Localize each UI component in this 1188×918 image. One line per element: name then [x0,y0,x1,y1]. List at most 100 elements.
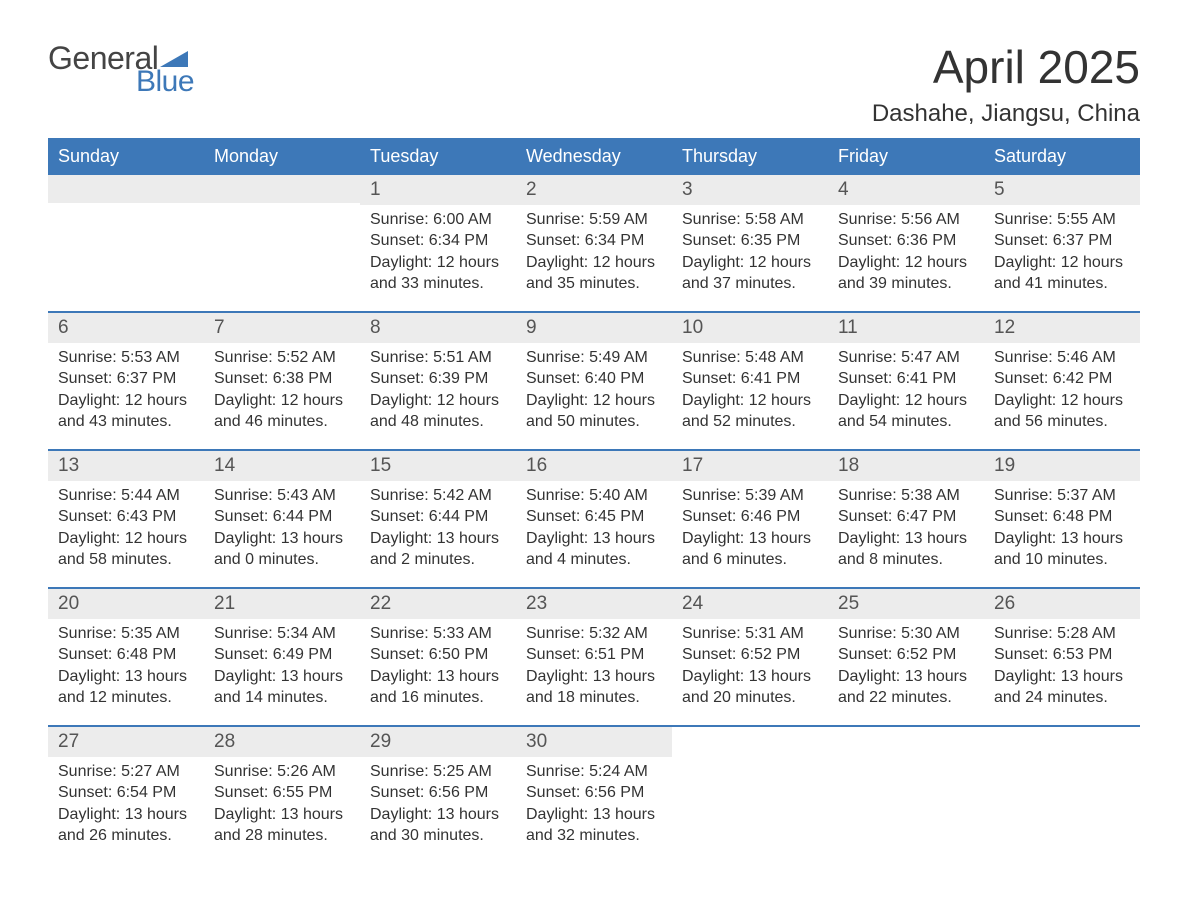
daylight-line: Daylight: 12 hours and 58 minutes. [58,528,194,571]
sunrise-line: Sunrise: 5:38 AM [838,485,974,507]
location-subtitle: Dashahe, Jiangsu, China [872,100,1140,128]
calendar-day-cell: 11Sunrise: 5:47 AMSunset: 6:41 PMDayligh… [828,313,984,449]
day-details: Sunrise: 5:32 AMSunset: 6:51 PMDaylight:… [516,619,672,725]
sunrise-line: Sunrise: 5:46 AM [994,347,1130,369]
day-details: Sunrise: 5:31 AMSunset: 6:52 PMDaylight:… [672,619,828,725]
calendar-day-cell: 3Sunrise: 5:58 AMSunset: 6:35 PMDaylight… [672,175,828,311]
sunrise-line: Sunrise: 5:42 AM [370,485,506,507]
daylight-line: Daylight: 13 hours and 20 minutes. [682,666,818,709]
sunset-line: Sunset: 6:44 PM [214,506,350,528]
sunrise-line: Sunrise: 5:40 AM [526,485,662,507]
day-details: Sunrise: 5:58 AMSunset: 6:35 PMDaylight:… [672,205,828,311]
day-details: Sunrise: 5:52 AMSunset: 6:38 PMDaylight:… [204,343,360,449]
calendar-day-cell: 6 Sunrise: 5:53 AMSunset: 6:37 PMDaylight… [48,313,204,449]
day-details: Sunrise: 6:00 AMSunset: 6:34 PMDaylight:… [360,205,516,311]
sunset-line: Sunset: 6:34 PM [526,230,662,252]
daylight-line: Daylight: 12 hours and 39 minutes. [838,252,974,295]
sunrise-line: Sunrise: 5:31 AM [682,623,818,645]
sunset-line: Sunset: 6:37 PM [58,368,194,390]
sunrise-line: Sunrise: 5:33 AM [370,623,506,645]
empty-day-bar [48,175,204,203]
day-details: Sunrise: 5:33 AMSunset: 6:50 PMDaylight:… [360,619,516,725]
sunset-line: Sunset: 6:56 PM [526,782,662,804]
sunrise-line: Sunrise: 5:49 AM [526,347,662,369]
sunset-line: Sunset: 6:35 PM [682,230,818,252]
sunrise-line: Sunrise: 5:52 AM [214,347,350,369]
sunrise-line: Sunrise: 5:58 AM [682,209,818,231]
sunset-line: Sunset: 6:49 PM [214,644,350,666]
calendar-day-cell: 22Sunrise: 5:33 AMSunset: 6:50 PMDayligh… [360,589,516,725]
sunset-line: Sunset: 6:38 PM [214,368,350,390]
sunrise-line: Sunrise: 5:53 AM [58,347,194,369]
day-number: 20 [48,589,204,619]
day-number: 17 [672,451,828,481]
sunrise-line: Sunrise: 5:25 AM [370,761,506,783]
day-number: 9 [516,313,672,343]
calendar-header-row: Sunday Monday Tuesday Wednesday Thursday… [48,138,1140,175]
daylight-line: Daylight: 13 hours and 16 minutes. [370,666,506,709]
empty-day-bar [204,175,360,203]
day-number: 6 [48,313,204,343]
calendar-header-cell: Friday [828,138,984,175]
daylight-line: Daylight: 13 hours and 0 minutes. [214,528,350,571]
sunrise-line: Sunrise: 5:35 AM [58,623,194,645]
calendar-day-cell: 21Sunrise: 5:34 AMSunset: 6:49 PMDayligh… [204,589,360,725]
calendar-day-cell: 20Sunrise: 5:35 AMSunset: 6:48 PMDayligh… [48,589,204,725]
calendar-header-cell: Tuesday [360,138,516,175]
calendar-header-cell: Saturday [984,138,1140,175]
sunrise-line: Sunrise: 5:37 AM [994,485,1130,507]
day-details: Sunrise: 5:25 AMSunset: 6:56 PMDaylight:… [360,757,516,863]
calendar-day-cell: 17Sunrise: 5:39 AMSunset: 6:46 PMDayligh… [672,451,828,587]
day-number: 16 [516,451,672,481]
calendar-day-cell: 18Sunrise: 5:38 AMSunset: 6:47 PMDayligh… [828,451,984,587]
calendar-day-cell [828,727,984,863]
sunrise-line: Sunrise: 6:00 AM [370,209,506,231]
sunrise-line: Sunrise: 5:56 AM [838,209,974,231]
calendar-header-cell: Wednesday [516,138,672,175]
daylight-line: Daylight: 12 hours and 46 minutes. [214,390,350,433]
sunrise-line: Sunrise: 5:34 AM [214,623,350,645]
calendar-day-cell: 2Sunrise: 5:59 AMSunset: 6:34 PMDaylight… [516,175,672,311]
sunset-line: Sunset: 6:47 PM [838,506,974,528]
sunset-line: Sunset: 6:48 PM [994,506,1130,528]
calendar-grid: Sunday Monday Tuesday Wednesday Thursday… [48,138,1140,863]
daylight-line: Daylight: 13 hours and 26 minutes. [58,804,194,847]
daylight-line: Daylight: 12 hours and 43 minutes. [58,390,194,433]
daylight-line: Daylight: 13 hours and 24 minutes. [994,666,1130,709]
day-details: Sunrise: 5:24 AMSunset: 6:56 PMDaylight:… [516,757,672,863]
daylight-line: Daylight: 13 hours and 6 minutes. [682,528,818,571]
calendar-header-cell: Monday [204,138,360,175]
day-details: Sunrise: 5:55 AMSunset: 6:37 PMDaylight:… [984,205,1140,311]
sunset-line: Sunset: 6:52 PM [682,644,818,666]
brand-logo: General Blue [48,40,194,99]
sunset-line: Sunset: 6:56 PM [370,782,506,804]
calendar-day-cell: 7Sunrise: 5:52 AMSunset: 6:38 PMDaylight… [204,313,360,449]
calendar-day-cell: 25Sunrise: 5:30 AMSunset: 6:52 PMDayligh… [828,589,984,725]
sunrise-line: Sunrise: 5:48 AM [682,347,818,369]
daylight-line: Daylight: 12 hours and 56 minutes. [994,390,1130,433]
day-details: Sunrise: 5:47 AMSunset: 6:41 PMDaylight:… [828,343,984,449]
daylight-line: Daylight: 13 hours and 32 minutes. [526,804,662,847]
sunrise-line: Sunrise: 5:51 AM [370,347,506,369]
calendar-day-cell [204,175,360,311]
calendar-week-row: 6Sunrise: 5:53 AMSunset: 6:37 PMDaylight… [48,311,1140,449]
day-number: 27 [48,727,204,757]
sunrise-line: Sunrise: 5:39 AM [682,485,818,507]
day-number: 28 [204,727,360,757]
day-number: 26 [984,589,1140,619]
day-number: 14 [204,451,360,481]
sunset-line: Sunset: 6:39 PM [370,368,506,390]
daylight-line: Daylight: 13 hours and 4 minutes. [526,528,662,571]
day-number: 22 [360,589,516,619]
sunset-line: Sunset: 6:48 PM [58,644,194,666]
sunrise-line: Sunrise: 5:32 AM [526,623,662,645]
calendar-day-cell [672,727,828,863]
calendar-week-row: 1Sunrise: 6:00 AMSunset: 6:34 PMDaylight… [48,175,1140,311]
calendar-day-cell: 29Sunrise: 5:25 AMSunset: 6:56 PMDayligh… [360,727,516,863]
day-details: Sunrise: 5:49 AMSunset: 6:40 PMDaylight:… [516,343,672,449]
sunset-line: Sunset: 6:41 PM [682,368,818,390]
calendar-week-row: 13Sunrise: 5:44 AMSunset: 6:43 PMDayligh… [48,449,1140,587]
day-number: 18 [828,451,984,481]
sunrise-line: Sunrise: 5:44 AM [58,485,194,507]
day-number: 10 [672,313,828,343]
